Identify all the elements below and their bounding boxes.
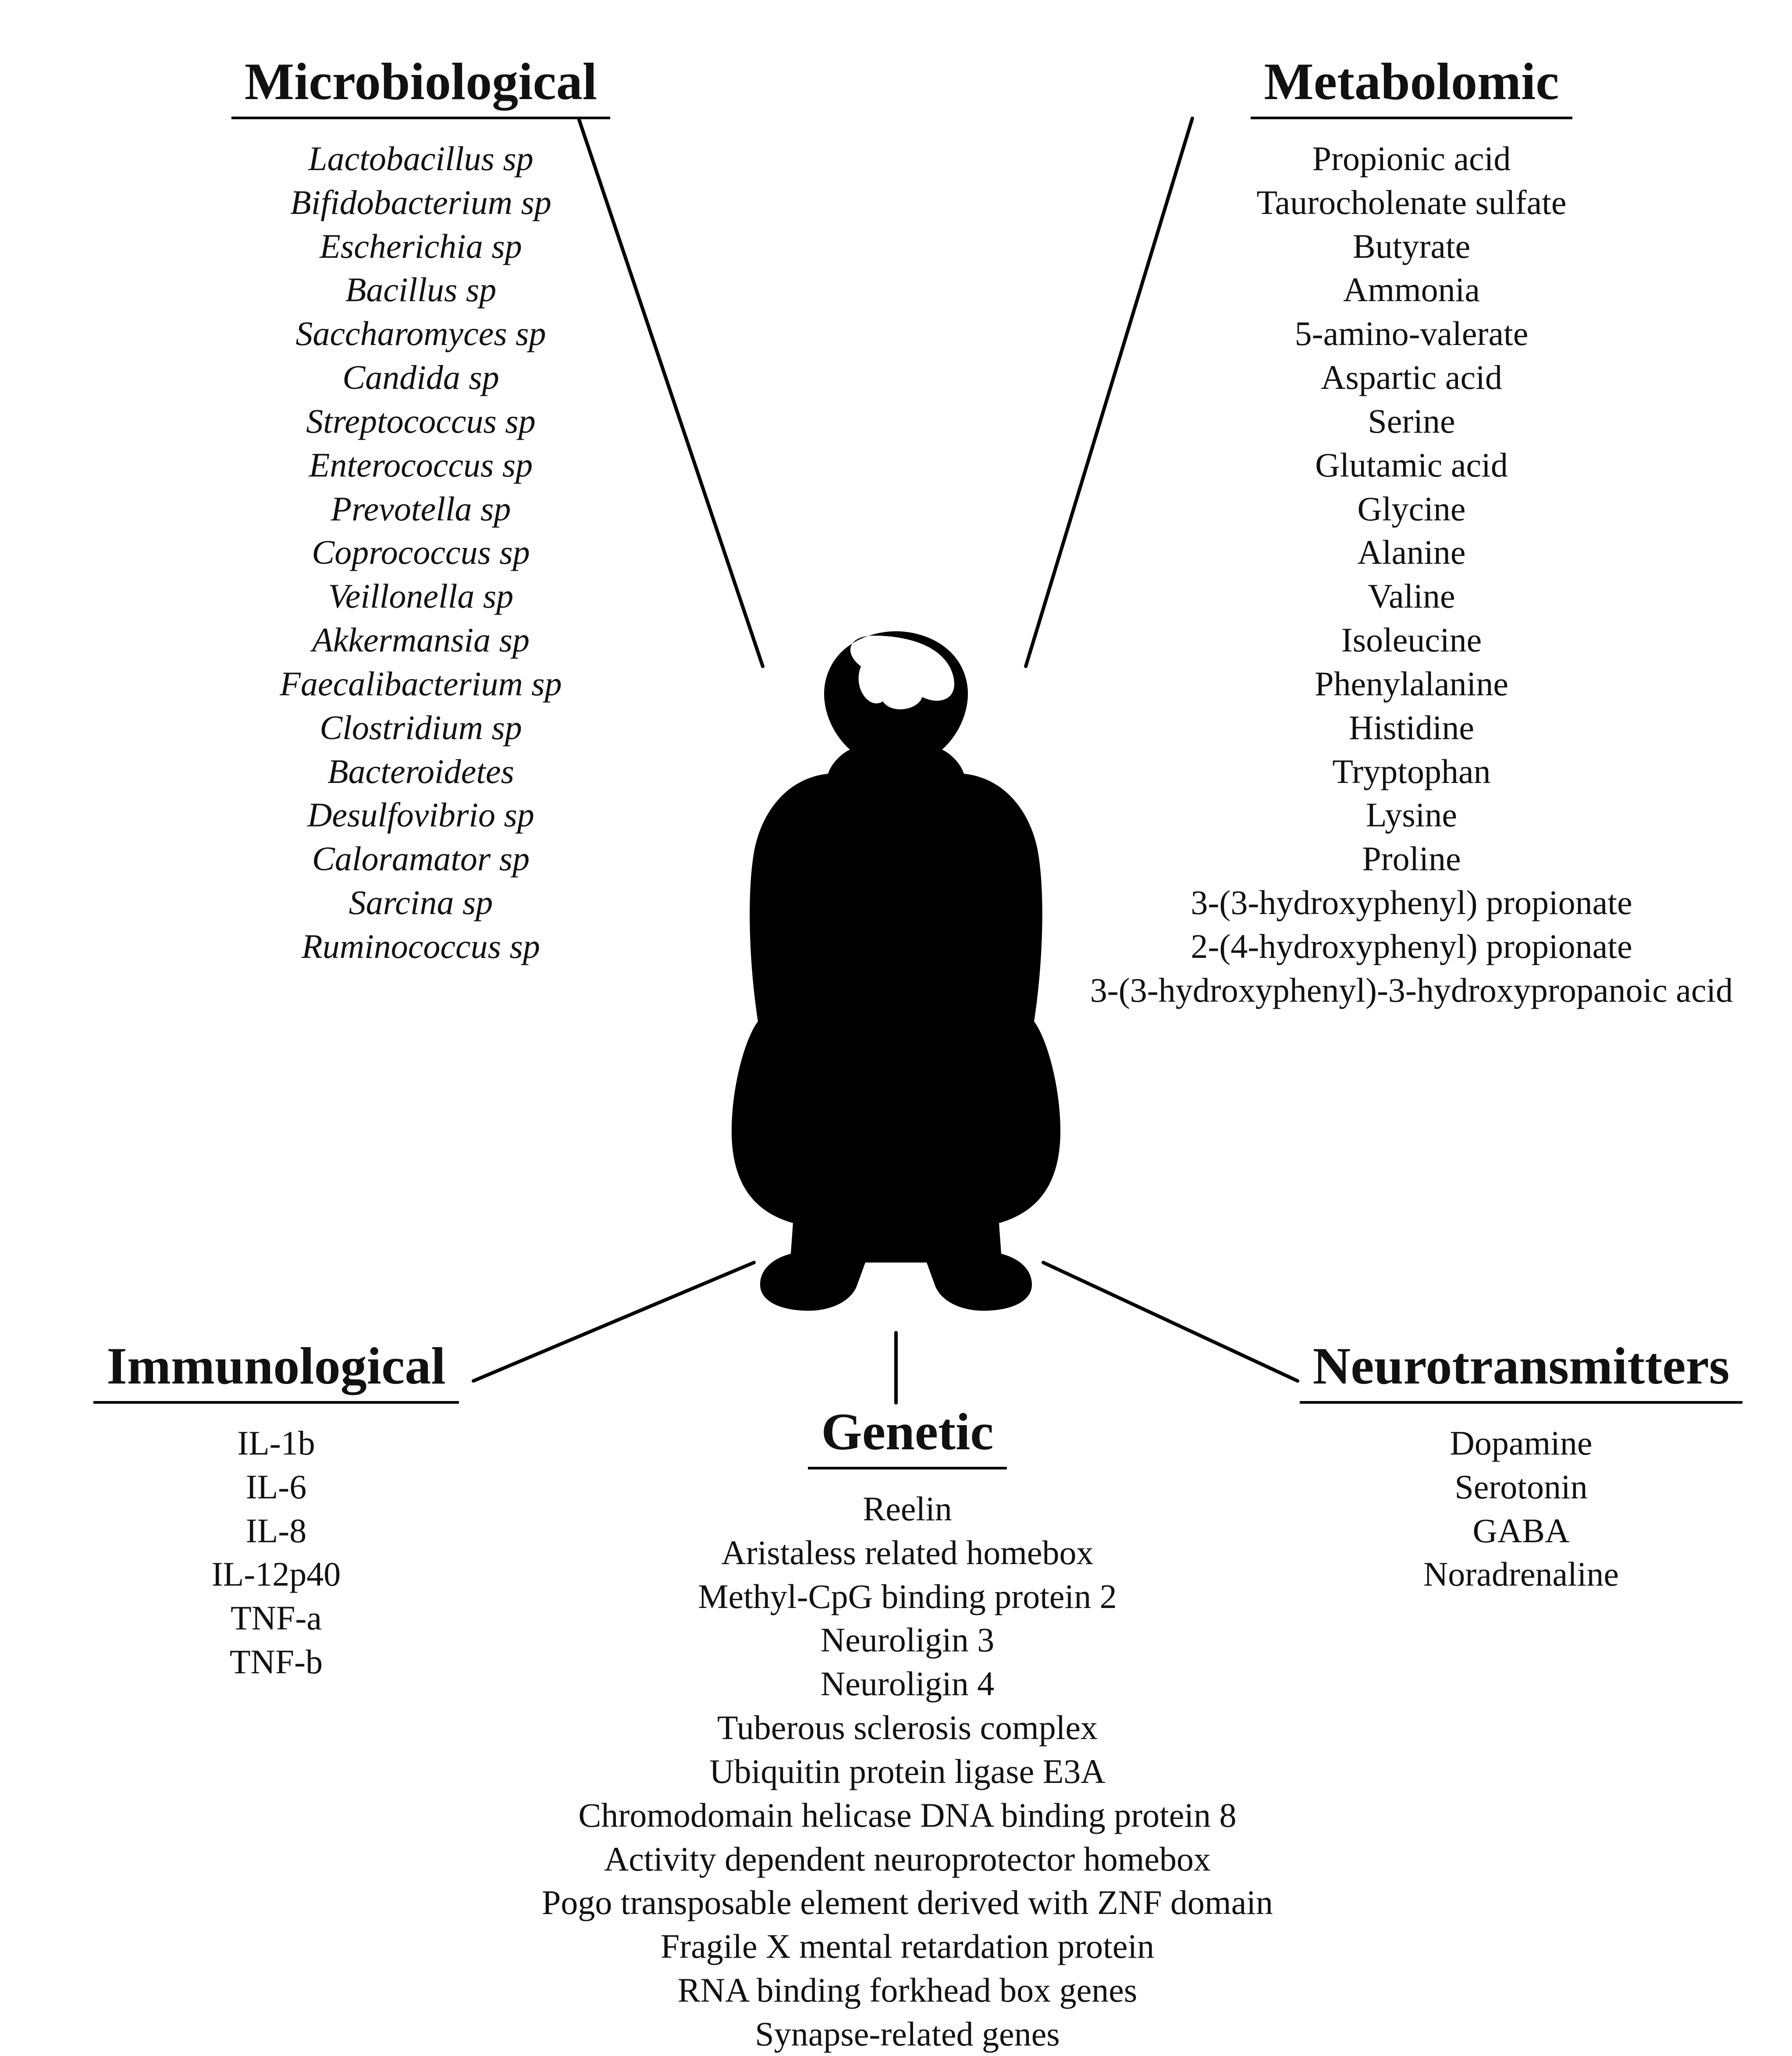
list-item: Bacillus sp xyxy=(345,268,497,312)
list-item: TNF-a xyxy=(231,1596,322,1640)
heading-metabolomic: Metabolomic xyxy=(1251,53,1572,119)
list-item: Ruminococcus sp xyxy=(302,925,540,968)
list-item: IL-12p40 xyxy=(212,1552,341,1596)
list-item: Neuroligin 4 xyxy=(821,1662,994,1706)
list-item: Akkermansia sp xyxy=(312,618,530,662)
list-item: Synapse-related genes xyxy=(755,2012,1060,2056)
list-metabolomic: Propionic acidTaurocholenate sulfateButy… xyxy=(1043,137,1780,1012)
list-item: Ubiquitin protein ligase E3A xyxy=(709,1750,1105,1793)
list-item: Aspartic acid xyxy=(1321,356,1502,399)
list-item: Propionic acid xyxy=(1312,137,1511,181)
list-genetic: ReelinAristaless related homeboxMethyl-C… xyxy=(469,1487,1346,2056)
list-item: Phenylalanine xyxy=(1315,662,1508,706)
list-item: Isoleucine xyxy=(1341,618,1482,662)
list-item: Serine xyxy=(1368,399,1455,443)
list-item: Taurocholenate sulfate xyxy=(1256,181,1566,224)
list-immunological: IL-1bIL-6IL-8IL-12p40TNF-aTNF-b xyxy=(35,1421,517,1684)
list-item: Ammonia xyxy=(1343,268,1480,312)
list-item: TNF-b xyxy=(230,1640,323,1684)
list-item: Faecalibacterium sp xyxy=(280,662,562,706)
list-item: Dopamine xyxy=(1450,1421,1593,1465)
diagram-canvas: Microbiological Lactobacillus spBifidoba… xyxy=(0,0,1792,1984)
list-item: Tryptophan xyxy=(1332,750,1490,793)
list-item: Valine xyxy=(1368,574,1455,618)
list-item: Noradrenaline xyxy=(1423,1552,1619,1596)
list-item: Butyrate xyxy=(1353,224,1471,268)
list-item: Saccharomyces sp xyxy=(295,312,546,356)
list-item: Reelin xyxy=(863,1487,952,1531)
list-item: Methyl-CpG binding protein 2 xyxy=(698,1575,1116,1618)
list-item: Chromodomain helicase DNA binding protei… xyxy=(578,1793,1236,1837)
list-item: Coprococcus sp xyxy=(312,530,530,574)
list-item: GABA xyxy=(1472,1509,1569,1553)
list-item: Veillonella sp xyxy=(328,574,513,618)
list-item: Activity dependent neuroprotector homebo… xyxy=(604,1837,1211,1881)
list-item: Alanine xyxy=(1358,530,1466,574)
list-item: Tuberous sclerosis complex xyxy=(717,1706,1098,1750)
list-item: Glutamic acid xyxy=(1315,443,1508,487)
section-immunological: Immunological IL-1bIL-6IL-8IL-12p40TNF-a… xyxy=(35,1337,517,1684)
list-item: Clostridium sp xyxy=(320,706,522,750)
list-item: Enterococcus sp xyxy=(309,443,533,487)
heading-neurotransmitters: Neurotransmitters xyxy=(1300,1337,1743,1404)
list-item: Proline xyxy=(1362,837,1461,881)
section-genetic: Genetic ReelinAristaless related homebox… xyxy=(469,1403,1346,2056)
list-item: Desulfovibrio sp xyxy=(307,793,534,837)
list-item: Neuroligin 3 xyxy=(821,1618,994,1662)
list-item: RNA binding forkhead box genes xyxy=(678,1968,1138,2012)
section-metabolomic: Metabolomic Propionic acidTaurocholenate… xyxy=(1043,53,1780,1012)
list-microbiological: Lactobacillus spBifidobacterium spEscher… xyxy=(114,137,728,968)
list-item: Caloramator sp xyxy=(312,837,530,881)
list-item: Histidine xyxy=(1349,706,1474,750)
list-item: Bacteroidetes xyxy=(327,750,514,793)
list-item: Candida sp xyxy=(342,356,499,399)
list-item: Pogo transposable element derived with Z… xyxy=(542,1881,1273,1924)
list-neurotransmitters: DopamineSerotoninGABANoradrenaline xyxy=(1262,1421,1780,1596)
list-item: Lysine xyxy=(1366,793,1457,837)
list-item: Aristaless related homebox xyxy=(721,1531,1093,1575)
list-item: Prevotella sp xyxy=(331,487,511,531)
list-item: Escherichia sp xyxy=(320,224,522,268)
heading-microbiological: Microbiological xyxy=(231,53,610,119)
list-item: 3-(3-hydroxyphenyl)-3-hydroxypropanoic a… xyxy=(1090,968,1733,1012)
heading-immunological: Immunological xyxy=(93,1337,459,1404)
list-item: Sarcina sp xyxy=(349,881,493,925)
list-item: IL-1b xyxy=(237,1421,315,1465)
list-item: IL-8 xyxy=(246,1509,307,1553)
section-neurotransmitters: Neurotransmitters DopamineSerotoninGABAN… xyxy=(1262,1337,1780,1596)
list-item: IL-6 xyxy=(246,1465,307,1509)
section-microbiological: Microbiological Lactobacillus spBifidoba… xyxy=(114,53,728,968)
list-item: Fragile X mental retardation protein xyxy=(661,1924,1154,1968)
list-item: 5-amino-valerate xyxy=(1295,312,1529,356)
list-item: Lactobacillus sp xyxy=(308,137,533,181)
list-item: 2-(4-hydroxyphenyl) propionate xyxy=(1191,925,1632,968)
list-item: Bifidobacterium sp xyxy=(290,181,551,224)
heading-genetic: Genetic xyxy=(808,1403,1006,1469)
list-item: 3-(3-hydroxyphenyl) propionate xyxy=(1191,881,1632,925)
list-item: Streptococcus sp xyxy=(306,399,536,443)
list-item: Serotonin xyxy=(1454,1465,1587,1509)
list-item: Glycine xyxy=(1358,487,1466,531)
